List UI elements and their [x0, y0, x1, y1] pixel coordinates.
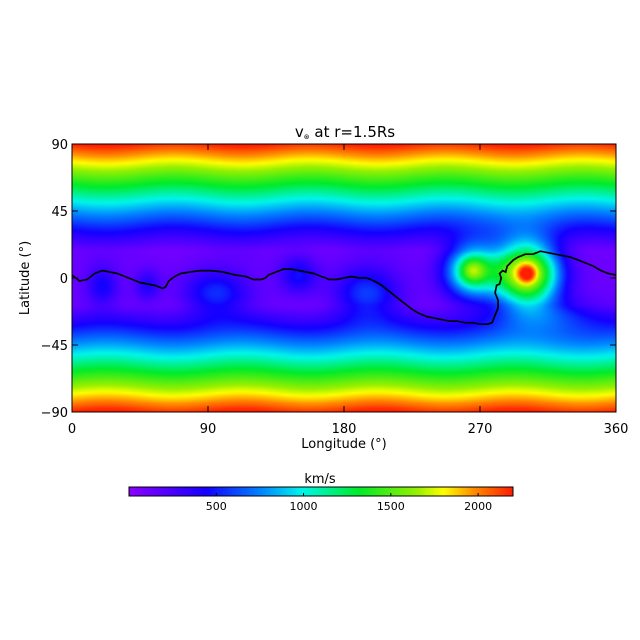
colorbar-frame — [128, 486, 514, 497]
colorbar-tick-label: 500 — [206, 500, 227, 513]
colorbar-tick-label: 2000 — [464, 500, 492, 513]
chart-title-prefix: v — [295, 123, 304, 141]
chart-title-subscript: ⊛ — [304, 133, 310, 141]
colorbar: km/s 500 1000 1500 2000 — [128, 472, 514, 513]
colorbar-tick-label: 1500 — [377, 500, 405, 513]
chart-title: v⊛ at r=1.5Rs — [295, 123, 395, 141]
heatmap-plot: 0 90 180 270 360 90 45 0 −45 −90 — [41, 138, 629, 437]
neutral-line — [71, 250, 617, 326]
x-axis-label: Longitude (°) — [301, 437, 386, 452]
x-axis: 0 90 180 270 360 — [68, 144, 629, 437]
y-tick-label: 45 — [51, 205, 68, 220]
x-tick-label: 360 — [604, 422, 629, 437]
y-tick-label: −45 — [41, 339, 68, 354]
y-tick-label: 90 — [51, 138, 68, 153]
y-axis: 90 45 0 −45 −90 — [41, 138, 616, 421]
x-tick-label: 180 — [332, 422, 357, 437]
colorbar-ticks: 500 1000 1500 2000 — [206, 493, 492, 513]
y-tick-label: −90 — [41, 406, 68, 421]
chart-title-suffix: at r=1.5Rs — [310, 123, 396, 141]
y-tick-label: 0 — [60, 272, 68, 287]
x-tick-label: 90 — [200, 422, 217, 437]
x-tick-label: 270 — [468, 422, 493, 437]
x-tick-label: 0 — [68, 422, 76, 437]
colorbar-gradient — [129, 487, 513, 496]
colorbar-label: km/s — [304, 472, 336, 487]
colorbar-tick-label: 1000 — [290, 500, 318, 513]
y-axis-label: Latitude (°) — [18, 241, 33, 315]
